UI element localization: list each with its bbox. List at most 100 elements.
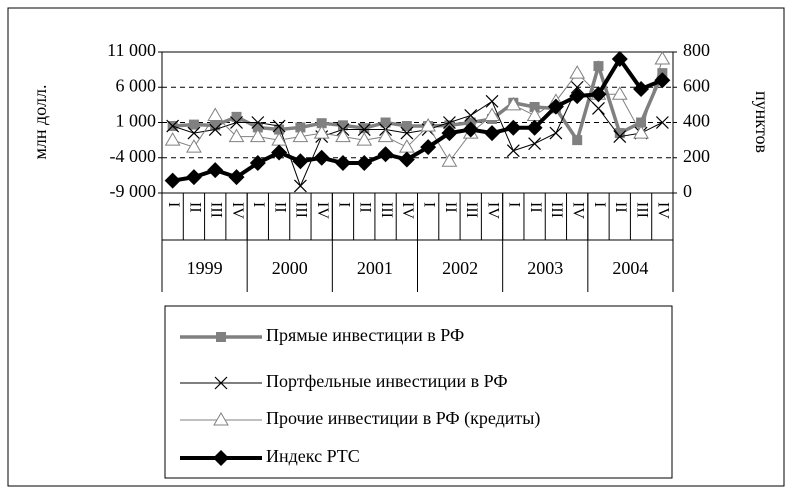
marker (614, 128, 625, 139)
marker (216, 332, 226, 342)
y-axis-label: млн долл. (30, 85, 50, 160)
legend-label: Индекс РТС (266, 446, 360, 466)
marker (185, 169, 202, 186)
marker (420, 139, 437, 156)
legend-label: Прочие инвестиции в РФ (кредиты) (266, 408, 540, 429)
marker (590, 86, 607, 103)
group-label: 1999 (187, 258, 223, 278)
marker (356, 132, 373, 146)
marker (380, 117, 391, 128)
y2-tick-label: 200 (683, 146, 710, 166)
marker (337, 120, 348, 131)
marker (166, 119, 180, 133)
marker (188, 119, 199, 130)
y2-tick-label: 600 (683, 75, 710, 95)
marker (464, 109, 478, 122)
marker (654, 51, 671, 65)
marker (187, 126, 201, 140)
marker (214, 376, 228, 390)
marker (529, 101, 540, 112)
marker (334, 155, 351, 172)
x-tick-label: IV (484, 202, 501, 219)
marker (271, 144, 288, 161)
marker (228, 169, 245, 186)
y-tick-label: 11 000 (107, 40, 156, 60)
y2-tick-label: 400 (683, 111, 710, 131)
x-tick-label: II (527, 202, 544, 213)
x-tick-label: III (208, 202, 225, 218)
legend-label: Портфельные инвестиции в РФ (266, 371, 508, 391)
marker (293, 179, 307, 193)
marker (528, 137, 542, 151)
x-tick-label: I (506, 202, 523, 207)
marker (207, 162, 224, 179)
marker (441, 125, 458, 142)
marker (292, 153, 309, 170)
marker (292, 128, 309, 143)
marker (249, 128, 266, 143)
marker (611, 86, 628, 100)
x-tick-label: III (463, 202, 480, 218)
marker (484, 107, 500, 121)
marker (230, 116, 243, 129)
marker (213, 412, 229, 426)
marker (420, 118, 437, 132)
marker (377, 146, 394, 163)
marker (335, 128, 351, 143)
y-tick-label: -4 000 (110, 146, 157, 166)
x-tick-label: II (186, 202, 203, 213)
marker (593, 61, 604, 72)
x-tick-label: II (442, 202, 459, 213)
marker (613, 130, 627, 144)
x-tick-label: III (378, 202, 395, 218)
x-tick-label: III (548, 202, 565, 218)
group-label: 2004 (612, 258, 648, 278)
marker (611, 51, 628, 68)
marker (636, 117, 647, 128)
marker (313, 149, 330, 166)
marker (208, 123, 222, 136)
marker (213, 450, 229, 466)
y-tick-label: 6 000 (116, 75, 157, 95)
marker (164, 172, 181, 189)
x-tick-label: II (612, 202, 629, 213)
marker (398, 151, 415, 168)
marker (357, 123, 371, 136)
x-tick-label: IV (314, 202, 331, 219)
marker (633, 81, 650, 98)
marker (592, 101, 605, 115)
marker (505, 119, 522, 136)
marker (572, 135, 583, 146)
marker (441, 153, 458, 167)
group-label: 2002 (442, 258, 478, 278)
marker (186, 139, 202, 153)
x-tick-label: IV (229, 202, 246, 219)
marker (443, 116, 456, 129)
marker (274, 124, 285, 135)
marker (401, 121, 412, 132)
x-tick-label: I (165, 202, 182, 207)
x-tick-label: III (633, 202, 650, 218)
marker (313, 125, 330, 139)
x-tick-label: I (591, 202, 608, 207)
x-tick-label: II (271, 202, 288, 213)
marker (462, 121, 479, 138)
x-tick-label: II (357, 202, 374, 213)
y-tick-label: 1 000 (116, 111, 157, 131)
marker (547, 98, 564, 115)
marker (654, 72, 671, 89)
legend-label: Прямые инвестиции в РФ (266, 325, 464, 345)
marker (210, 120, 221, 131)
legend-box (164, 305, 673, 479)
x-tick-label: III (293, 202, 310, 218)
marker (207, 107, 224, 121)
x-tick-label: IV (655, 202, 672, 219)
marker (272, 119, 286, 133)
marker (526, 119, 543, 136)
y2-axis-label: пунктов (752, 91, 772, 153)
marker (359, 123, 370, 134)
x-tick-label: I (420, 202, 437, 207)
marker (569, 65, 586, 79)
marker (295, 122, 306, 133)
